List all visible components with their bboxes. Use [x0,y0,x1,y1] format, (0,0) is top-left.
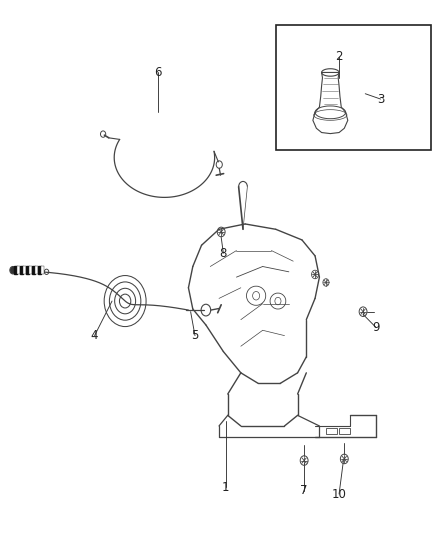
Bar [26,266,29,274]
Text: 1: 1 [222,481,230,494]
Bar [20,266,23,274]
Bar [23,266,26,274]
Text: 10: 10 [332,488,346,500]
Bar [38,266,41,274]
Bar [339,427,350,434]
Text: 6: 6 [154,66,162,79]
Bar [326,427,337,434]
Bar [35,266,38,274]
Text: 9: 9 [372,321,380,334]
Bar [14,266,17,274]
Bar [32,266,35,274]
Bar [276,25,431,150]
Text: 8: 8 [220,247,227,260]
Text: 5: 5 [191,329,199,342]
Text: 7: 7 [300,484,308,497]
Text: 2: 2 [336,50,343,63]
Text: 3: 3 [377,93,384,106]
Bar [29,266,32,274]
Text: 4: 4 [91,329,98,342]
Bar [41,266,44,274]
Circle shape [10,266,16,274]
Bar [17,266,20,274]
